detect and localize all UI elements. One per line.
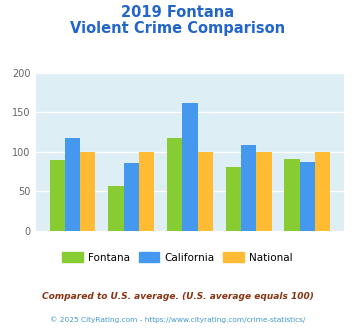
Bar — [182, 103, 198, 231]
Bar — [241, 146, 256, 231]
Bar — [315, 152, 330, 231]
Bar — [124, 163, 139, 231]
Bar — [198, 152, 213, 231]
Bar — [300, 162, 315, 231]
Text: Compared to U.S. average. (U.S. average equals 100): Compared to U.S. average. (U.S. average … — [42, 292, 313, 301]
Bar — [108, 186, 124, 231]
Bar — [80, 152, 95, 231]
Text: 2019 Fontana: 2019 Fontana — [121, 5, 234, 20]
Bar — [139, 152, 154, 231]
Text: © 2025 CityRating.com - https://www.cityrating.com/crime-statistics/: © 2025 CityRating.com - https://www.city… — [50, 317, 305, 323]
Bar — [167, 138, 182, 231]
Bar — [256, 152, 272, 231]
Bar — [50, 160, 65, 231]
Legend: Fontana, California, National: Fontana, California, National — [58, 248, 297, 267]
Bar — [284, 159, 300, 231]
Bar — [65, 138, 80, 231]
Text: Violent Crime Comparison: Violent Crime Comparison — [70, 21, 285, 36]
Bar — [226, 167, 241, 231]
